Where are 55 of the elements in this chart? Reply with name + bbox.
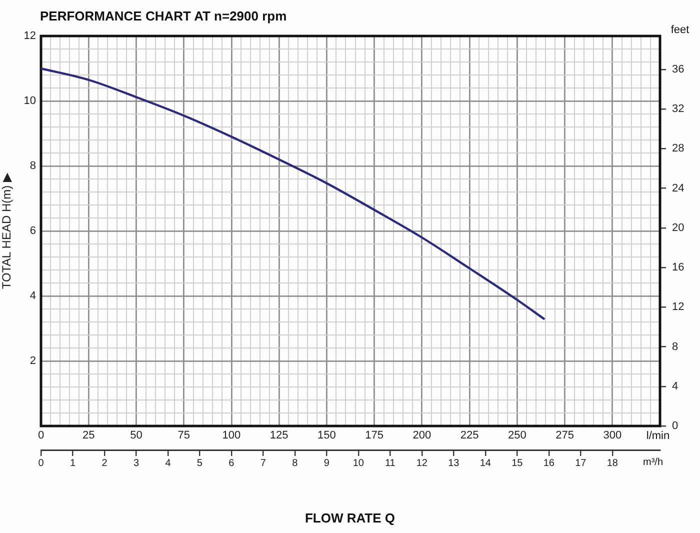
x-tick-label: 275 (556, 430, 574, 442)
x2-tick-label: 16 (543, 458, 555, 469)
y-tick-label: 8 (30, 160, 36, 172)
x2-tick-label: 3 (133, 458, 140, 469)
y2-tick-label: 16 (672, 262, 684, 274)
y2-tick-label: 36 (672, 63, 684, 76)
y2-tick-label: 20 (672, 222, 684, 234)
x2-tick-label: 13 (448, 458, 460, 469)
x2-tick-label: 14 (480, 458, 492, 469)
x2-tick-label: 7 (260, 458, 266, 469)
x2-axis-title: m³/h (643, 456, 663, 468)
x2-tick-label: 5 (196, 458, 203, 469)
x2-tick-label: 12 (416, 458, 428, 469)
x2-tick-label: 8 (292, 458, 298, 469)
x-tick-label: 75 (178, 430, 190, 442)
text: FLOW RATE Q (304, 510, 396, 526)
x-tick-label: 200 (412, 430, 432, 442)
x-axis-title: l/min (646, 430, 670, 442)
x-tick-label: 0 (38, 430, 44, 442)
x-tick-label: 250 (508, 430, 526, 442)
x-tick-label: 225 (460, 430, 479, 442)
x2-tick-label: 2 (102, 458, 108, 469)
x-tick-label: 125 (270, 430, 288, 442)
y2-tick-label: 24 (672, 182, 684, 194)
x2-tick-label: 1 (70, 458, 76, 469)
line-series (41, 67, 545, 320)
x2-tick-label: 10 (352, 458, 364, 469)
x-tick-label: 100 (222, 430, 241, 442)
x2-tick-label: 0 (38, 458, 44, 469)
x-tick-label: 300 (603, 430, 622, 442)
y-tick-label: 2 (30, 355, 36, 368)
x2-tick-label: 18 (606, 458, 618, 469)
y2-tick-label: 0 (672, 420, 678, 432)
x2-tick-label: 6 (228, 458, 235, 469)
y-tick-label: 4 (30, 290, 36, 302)
y-axis-title: TOTAL HEAD H(m) ▶ (0, 172, 14, 290)
y2-tick-label: 8 (672, 340, 678, 353)
x2-tick-label: 15 (512, 458, 524, 469)
chart-title: PERFORMANCE CHART AT n=2900 rpm (40, 8, 287, 24)
x2-tick-label: 9 (324, 458, 330, 469)
x2-tick-label: 17 (575, 458, 587, 469)
y2-axis-title: feet (670, 24, 690, 36)
y2-tick-label: 32 (672, 103, 684, 116)
x-tick-label: 150 (318, 430, 336, 442)
y-tick-label: 6 (30, 225, 36, 238)
y-tick-label: 12 (24, 30, 36, 42)
y2-tick-label: 4 (672, 380, 678, 392)
x-tick-label: 175 (365, 430, 384, 442)
x-tick-label: 50 (130, 430, 142, 442)
x2-tick-label: 4 (165, 458, 172, 469)
y-tick-label: 10 (24, 95, 36, 108)
y2-tick-label: 28 (672, 142, 684, 155)
x2-tick-label: 11 (384, 458, 396, 469)
x-tick-label: 25 (82, 430, 95, 442)
y2-tick-label: 12 (672, 301, 684, 314)
